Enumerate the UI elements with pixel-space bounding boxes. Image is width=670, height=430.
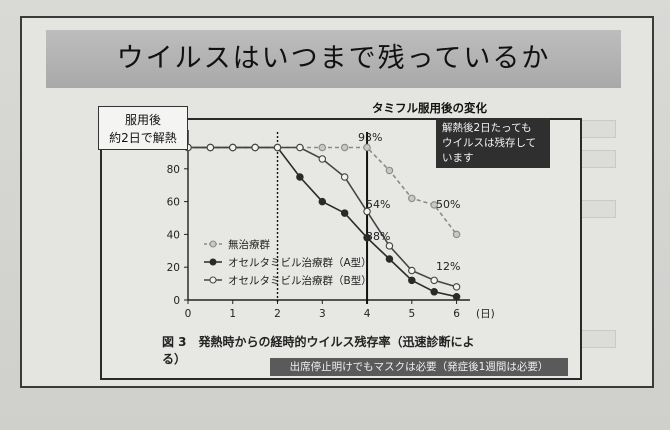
data-point	[363, 207, 371, 216]
series-layer	[184, 143, 461, 301]
data-point	[408, 276, 416, 285]
y-tick-label: 80	[167, 164, 180, 176]
data-point	[385, 242, 394, 250]
data-point	[273, 143, 282, 152]
reference-lines	[276, 132, 369, 304]
data-label: 93%	[358, 131, 382, 144]
data-point	[385, 166, 394, 175]
x-tick-label: 6	[453, 308, 460, 320]
title-band	[46, 30, 621, 88]
data-point	[408, 194, 416, 203]
page-title: ウイルスはいつまで残っているか	[116, 43, 551, 74]
data-point	[452, 292, 461, 301]
data-point	[408, 266, 416, 275]
legend-label: オセルタミビル治療群（B型）	[228, 274, 372, 287]
data-point	[318, 197, 327, 206]
legend-label: オセルタミビル治療群（A型）	[228, 256, 372, 269]
data-point	[452, 230, 461, 239]
figure-caption: 図 3 発熱時からの経時的ウイルス残存率（迅速診断による）	[162, 335, 475, 366]
data-point	[296, 173, 304, 181]
x-tick-label: 3	[319, 308, 326, 320]
x-tick-label: 5	[408, 308, 415, 320]
data-point	[229, 143, 237, 152]
data-point	[430, 276, 438, 285]
y-tick-label: 60	[167, 197, 180, 209]
y-tick-label: 0	[173, 295, 180, 307]
data-point	[430, 201, 438, 209]
data-label: 54%	[366, 198, 390, 211]
data-point	[340, 209, 349, 217]
data-label: 12%	[436, 260, 460, 273]
note-band	[270, 358, 568, 376]
data-point	[430, 288, 438, 296]
chart-title: タミフル服用後の変化	[372, 101, 487, 115]
y-tick-label: 40	[167, 229, 180, 241]
data-point	[251, 143, 259, 152]
x-tick-label: 2	[274, 308, 281, 320]
x-tick-label: 0	[185, 308, 192, 320]
x-axis-unit-label: (日)	[476, 308, 495, 320]
legend-swatch-marker	[209, 276, 217, 284]
y-tick-label: 20	[167, 262, 180, 274]
x-tick-label: 1	[229, 308, 236, 320]
annotation-layer: 93% 54% 38% 50% 12%	[358, 131, 460, 273]
data-label: 50%	[436, 198, 460, 211]
data-point	[385, 255, 394, 263]
data-point	[363, 143, 371, 152]
legend-swatch-marker	[209, 258, 217, 266]
x-tick-label: 4	[364, 308, 371, 320]
data-point	[363, 233, 371, 242]
data-point	[452, 283, 461, 291]
legend-label: 無治療群	[228, 238, 270, 251]
data-point	[206, 143, 215, 152]
data-label: 38%	[366, 230, 390, 243]
data-point	[340, 173, 349, 181]
data-point	[296, 143, 304, 152]
data-point	[318, 155, 327, 163]
callout-virus-remains: 解熱後2日たっても ウイルスは残存して います	[436, 118, 550, 168]
mask-note: 出席停止明けでもマスクは必要（発症後1週間は必要）	[289, 361, 549, 373]
legend-swatch-marker	[209, 240, 217, 248]
callout-defervescence: 服用後 約2日で解熱	[98, 106, 188, 150]
data-point	[318, 143, 327, 152]
data-point	[340, 143, 349, 152]
